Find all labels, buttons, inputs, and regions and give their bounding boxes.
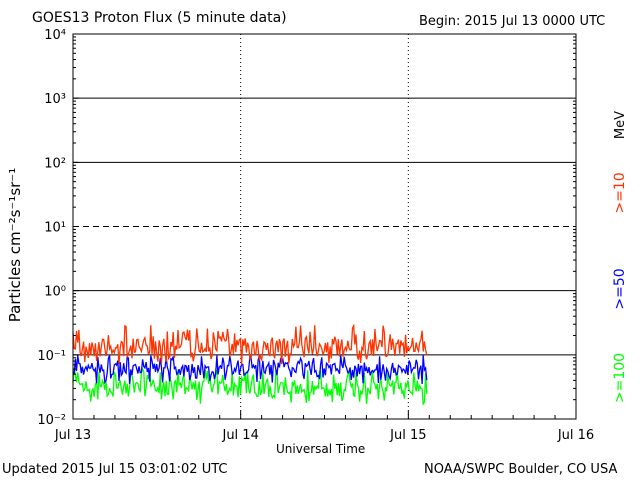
x-axis-label: Universal Time bbox=[276, 442, 366, 456]
ytick-label: 10⁰ bbox=[44, 285, 66, 300]
xtick-label: Jul 13 bbox=[54, 428, 91, 443]
xtick-label: Jul 16 bbox=[557, 428, 594, 443]
ytick-label: 10⁻² bbox=[37, 413, 66, 428]
grid-layer bbox=[73, 97, 576, 356]
xtick-label: Jul 14 bbox=[221, 428, 258, 443]
updated-time: Updated 2015 Jul 15 03:01:02 UTC bbox=[2, 462, 228, 477]
legend-label: >=100 bbox=[612, 353, 628, 403]
ytick-label: 10¹ bbox=[44, 221, 66, 236]
series-layer bbox=[72, 323, 428, 406]
ytick-label: 10⁻¹ bbox=[37, 349, 66, 364]
series-line bbox=[72, 367, 428, 406]
chart-title: GOES13 Proton Flux (5 minute data) bbox=[32, 10, 287, 26]
ytick-label: 10² bbox=[44, 156, 66, 171]
xtick-labels: Jul 13 Jul 14 Jul 15 Jul 16 bbox=[54, 411, 594, 443]
ytick-labels: 10⁻² 10⁻¹ 10⁰ 10¹ 10² 10³ 10⁴ bbox=[37, 28, 576, 428]
y-axis-label: Particles cm⁻²s⁻¹sr⁻¹ bbox=[6, 168, 24, 322]
units-label: MeV bbox=[613, 111, 628, 139]
begin-time: Begin: 2015 Jul 13 0000 UTC bbox=[419, 14, 606, 29]
ytick-label: 10³ bbox=[44, 92, 66, 107]
series-line bbox=[72, 323, 428, 365]
source-credit: NOAA/SWPC Boulder, CO USA bbox=[424, 462, 618, 477]
legend-label: >=10 bbox=[612, 172, 628, 213]
xtick-label: Jul 15 bbox=[389, 428, 426, 443]
ytick-label: 10⁴ bbox=[44, 28, 66, 43]
legend-label: >=50 bbox=[612, 268, 628, 309]
legend-layer: >=10 >=50 >=100 MeV bbox=[612, 111, 628, 403]
